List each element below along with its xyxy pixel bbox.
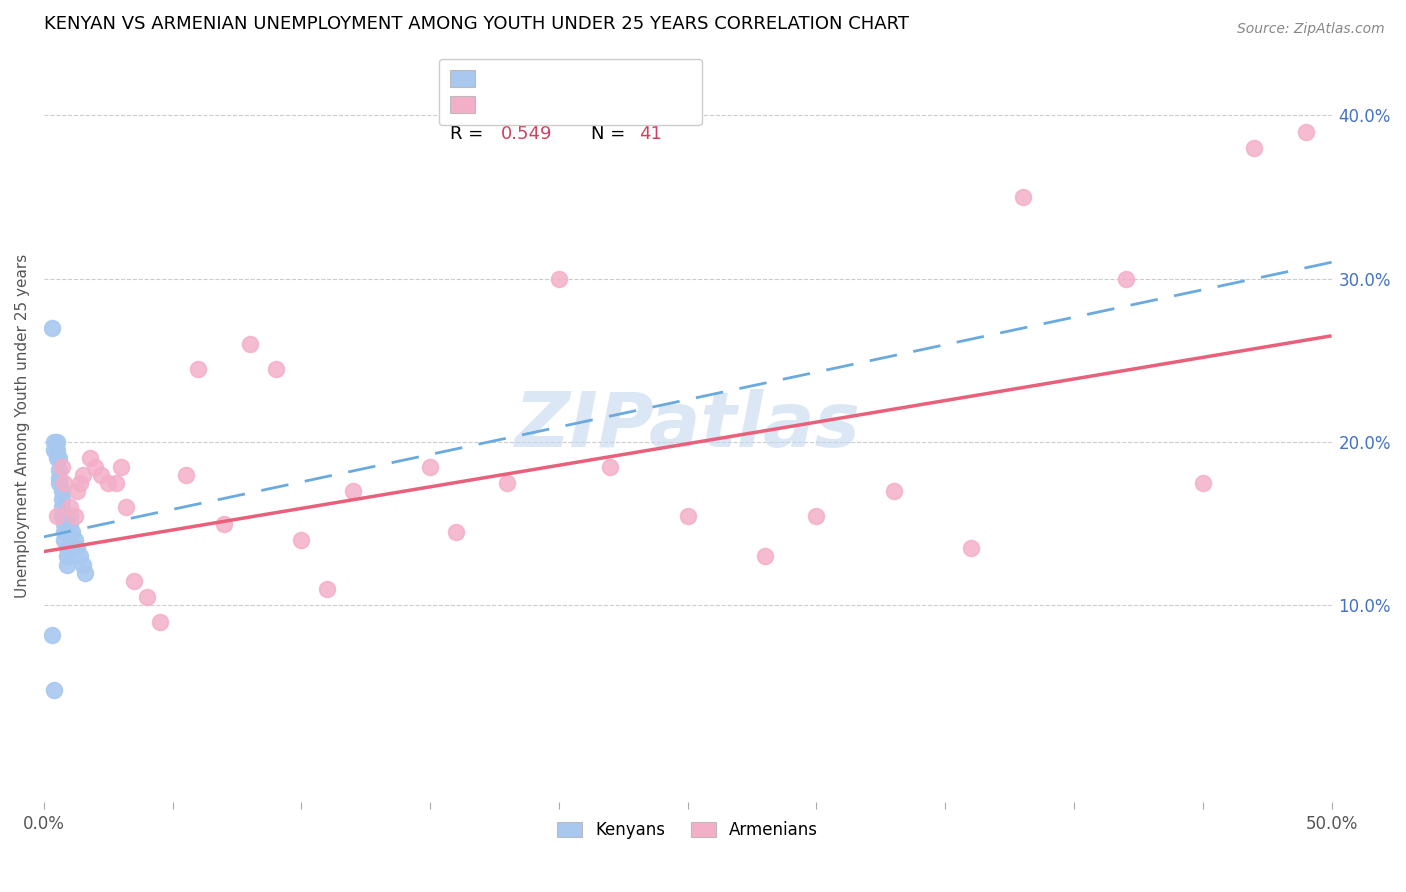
Text: R =: R = [450,81,482,99]
Text: 0.549: 0.549 [501,125,553,143]
Point [110,459,132,474]
Point [69,475,91,490]
Point [44,683,66,698]
Point [79,451,101,466]
Point [41,320,63,334]
Point [45,435,67,450]
Point [51,484,73,499]
Point [290,533,312,547]
Point [60,524,83,539]
Point [239,337,262,351]
Point [264,361,287,376]
Point [53,475,76,490]
Point [72,558,94,572]
Point [84,459,107,474]
Point [51,508,73,523]
Point [69,549,91,564]
Point [122,574,145,588]
Point [48,475,70,490]
Point [1115,271,1137,285]
Text: ZIPatlas: ZIPatlas [515,389,860,463]
Point [1295,124,1317,138]
Point [212,516,235,531]
Point [75,566,97,580]
Point [135,591,157,605]
Text: KENYAN VS ARMENIAN UNEMPLOYMENT AMONG YOUTH UNDER 25 YEARS CORRELATION CHART: KENYAN VS ARMENIAN UNEMPLOYMENT AMONG YO… [44,15,908,33]
Point [59,508,82,523]
Point [48,451,70,466]
Text: 41: 41 [638,125,662,143]
Point [41,628,63,642]
Point [51,492,73,507]
Point [548,271,571,285]
Point [97,475,120,490]
Point [754,549,776,564]
Point [56,541,79,556]
Point [1191,475,1213,490]
Point [496,475,519,490]
Point [599,459,621,474]
Y-axis label: Unemployment Among Youth under 25 years: Unemployment Among Youth under 25 years [15,253,30,598]
Point [56,558,79,572]
Point [51,459,73,474]
Point [59,500,82,515]
Point [806,508,828,523]
Point [53,516,76,531]
Point [90,467,112,482]
Point [419,459,441,474]
Point [115,500,138,515]
Point [63,533,86,547]
Point [66,541,89,556]
Point [51,500,73,515]
Point [676,508,699,523]
Point [72,467,94,482]
Point [883,484,905,499]
Text: 0.117: 0.117 [501,81,553,99]
Point [174,467,197,482]
Point [45,508,67,523]
Point [1243,141,1265,155]
Point [960,541,983,556]
Point [44,443,66,458]
Point [63,508,86,523]
Point [56,549,79,564]
Point [53,524,76,539]
Text: N =: N = [591,81,626,99]
Text: N =: N = [591,125,626,143]
Point [48,463,70,477]
Point [59,516,82,531]
Point [66,484,89,499]
Text: 30: 30 [638,81,662,99]
Point [53,533,76,547]
Point [187,361,209,376]
Point [316,582,339,596]
Point [45,451,67,466]
Point [105,475,128,490]
Point [342,484,364,499]
Point [44,435,66,450]
Point [48,471,70,485]
Text: R =: R = [450,125,482,143]
Text: Source: ZipAtlas.com: Source: ZipAtlas.com [1237,22,1385,37]
Point [149,615,172,629]
Point [444,524,467,539]
Legend: Kenyans, Armenians: Kenyans, Armenians [551,814,825,846]
Point [45,443,67,458]
Point [1011,190,1033,204]
